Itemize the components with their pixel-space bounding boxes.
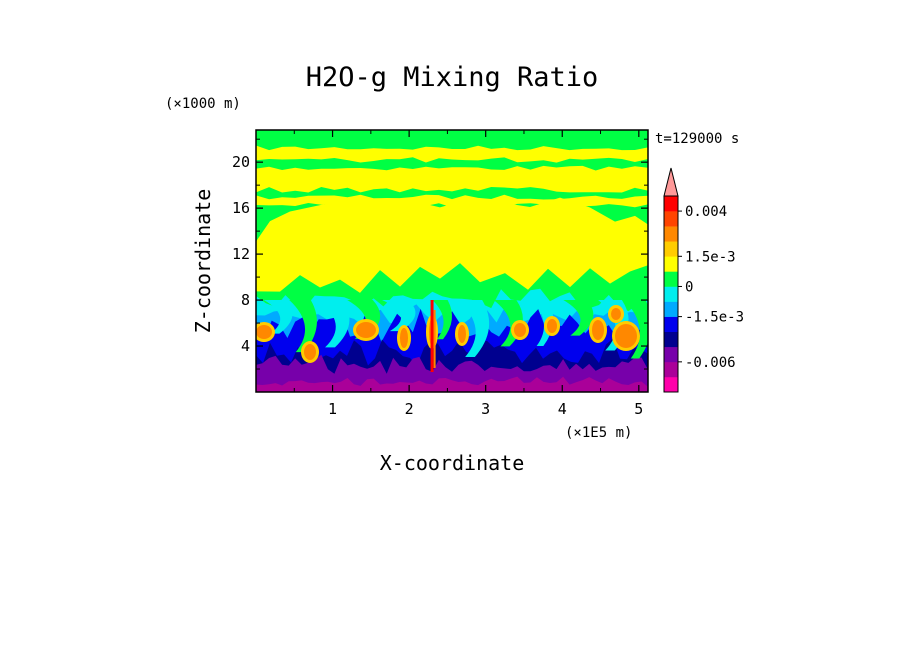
moist-core-inner <box>611 308 621 320</box>
convective-tongue <box>457 300 490 357</box>
colorbar-tick-label: 0 <box>685 279 693 295</box>
convective-tongue <box>263 300 293 334</box>
convective-tongue <box>624 300 648 359</box>
colorbar-swatch <box>664 361 678 378</box>
colorbar-frame <box>663 195 679 393</box>
upper-yellow-stratum <box>256 145 648 163</box>
y-tick-label: 12 <box>232 245 250 263</box>
colorbar-swatch <box>664 376 678 393</box>
moist-core-inner <box>256 325 272 339</box>
x-tick-label: 4 <box>558 400 567 418</box>
convective-tongue <box>382 300 416 332</box>
colorbar-tick-label: 0.004 <box>685 204 727 220</box>
x-tick-label: 3 <box>481 400 490 418</box>
chart-title: H2O-g Mixing Ratio <box>306 62 599 93</box>
x-tick-label: 5 <box>634 400 643 418</box>
y-tick-label: 20 <box>232 153 250 171</box>
convective-tongue <box>317 300 350 348</box>
red-filament <box>430 300 434 372</box>
colorbar-tick-label: -0.006 <box>685 355 736 371</box>
orange-filament <box>433 310 436 368</box>
mixing-ratio-field <box>256 130 648 392</box>
colorbar-swatch <box>664 316 678 332</box>
y-tick-label: 16 <box>232 199 250 217</box>
moist-core-inner <box>547 319 557 333</box>
convective-tongue <box>563 300 594 336</box>
y-tick-label: 8 <box>241 291 250 309</box>
moist-core-inner <box>592 320 604 340</box>
colorbar-extend-triangle <box>663 167 679 197</box>
mid-yellow-dome <box>256 197 648 300</box>
convective-tongue <box>289 300 317 353</box>
colorbar-swatch <box>664 346 678 363</box>
colorbar-swatch <box>664 196 678 212</box>
moist-core-inner <box>514 323 526 337</box>
y-axis-label: Z-coordinate <box>191 189 215 334</box>
purple-surface-layer <box>256 354 648 392</box>
colorbar-swatch <box>664 256 678 272</box>
time-label: t=129000 s <box>655 131 739 147</box>
x-axis-label: X-coordinate <box>380 451 525 475</box>
moist-core-inner <box>356 322 376 338</box>
convective-tongue <box>432 300 453 340</box>
colorbar-swatch <box>664 241 678 257</box>
moist-core-inner <box>400 328 408 348</box>
plot-frame <box>255 129 649 393</box>
colorbar-swatch <box>664 331 678 348</box>
colorbar-tick-label: 1.5e-3 <box>685 249 736 265</box>
x-tick-label: 2 <box>405 400 414 418</box>
moist-core-inner <box>304 344 316 360</box>
x-tick-label: 1 <box>328 400 337 418</box>
colorbar-swatch <box>664 211 678 227</box>
x-multiplier-label: (×1E5 m) <box>565 425 632 441</box>
moist-core-inner <box>458 325 466 343</box>
colorbar-swatch <box>664 271 678 287</box>
colorbar-swatch <box>664 286 678 302</box>
moist-core-inner <box>615 324 637 348</box>
y-multiplier-label: (×1000 m) <box>165 96 241 112</box>
upper-yellow-stratum <box>256 165 648 193</box>
colorbar-swatch <box>664 301 678 317</box>
y-tick-label: 4 <box>241 337 250 355</box>
colorbar-swatch <box>664 226 678 242</box>
colorbar: 0.004 1.5e-3 0 -1.5e-3 -0.006 <box>663 167 744 393</box>
colorbar-tick-label: -1.5e-3 <box>685 310 744 326</box>
magenta-surface-layer <box>256 376 648 392</box>
